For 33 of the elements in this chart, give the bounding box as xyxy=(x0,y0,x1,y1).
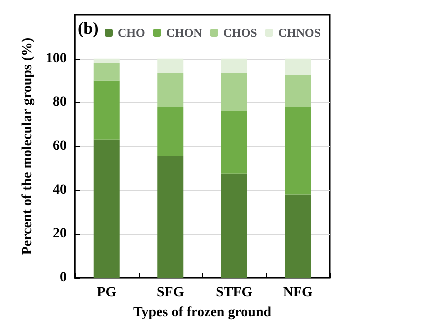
x-tick-label: SFG xyxy=(157,286,184,300)
bar xyxy=(285,194,312,278)
bar xyxy=(94,140,120,278)
y-tick-label: 80 xyxy=(53,95,67,110)
y-tick-label: 0 xyxy=(60,270,67,286)
bar xyxy=(221,111,248,174)
bar xyxy=(158,156,184,278)
legend-label: CHOS xyxy=(223,26,258,40)
x-axis-title: Types of frozen ground xyxy=(133,306,272,320)
legend-label: CHNOS xyxy=(278,26,322,40)
bar xyxy=(221,174,248,278)
x-tick-label: NFG xyxy=(283,286,314,300)
bar xyxy=(94,63,120,81)
y-tick-label: 100 xyxy=(46,51,67,66)
legend-label: CHON xyxy=(166,26,203,40)
bar xyxy=(285,58,312,76)
bar xyxy=(158,107,184,156)
bar xyxy=(221,73,248,112)
annotation: (b) xyxy=(78,19,99,38)
y-axis-title: Percent of the molecular groups (%) xyxy=(20,37,36,256)
y-tick-label: 60 xyxy=(53,139,67,154)
y-tick-label: 20 xyxy=(53,226,67,242)
bar xyxy=(221,58,248,74)
bar xyxy=(285,75,312,108)
bar xyxy=(158,73,184,108)
bar xyxy=(94,58,120,64)
bar xyxy=(285,107,312,195)
y-tick-label: 40 xyxy=(53,182,67,198)
legend-label: CHO xyxy=(118,26,146,40)
bar xyxy=(158,58,184,74)
x-tick-label: PG xyxy=(97,286,117,300)
bar xyxy=(94,80,120,140)
x-tick-label: STFG xyxy=(216,286,253,300)
